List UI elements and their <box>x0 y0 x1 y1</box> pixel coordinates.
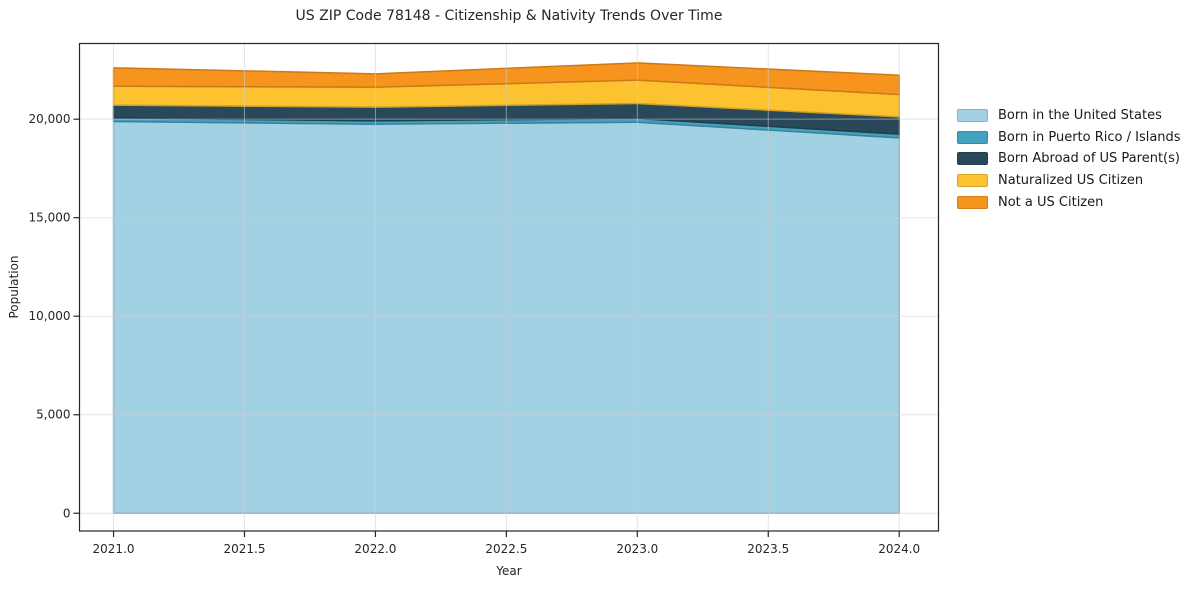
legend-swatch <box>957 152 988 166</box>
x-tick-label: 2021.0 <box>93 542 135 556</box>
legend-label: Born in Puerto Rico / Islands <box>998 129 1181 145</box>
legend-item: Born in Puerto Rico / Islands <box>957 127 1181 149</box>
y-tick-label: 20,000 <box>29 112 71 126</box>
legend: Born in the United States Born in Puerto … <box>957 105 1181 213</box>
legend-swatch <box>957 174 988 188</box>
y-tick-label: 5,000 <box>36 408 70 422</box>
x-tick-label: 2023.5 <box>747 542 789 556</box>
legend-item: Naturalized US Citizen <box>957 170 1181 192</box>
legend-swatch <box>957 130 988 144</box>
legend-item: Not a US Citizen <box>957 191 1181 213</box>
legend-label: Born in the United States <box>998 108 1162 124</box>
y-tick-label: 10,000 <box>29 309 71 323</box>
legend-swatch <box>957 195 988 209</box>
x-tick-label: 2022.0 <box>354 542 396 556</box>
legend-label: Naturalized US Citizen <box>998 173 1144 189</box>
y-axis-label: Population <box>7 255 21 319</box>
x-tick-label: 2022.5 <box>485 542 527 556</box>
legend-item: Born Abroad of US Parent(s) <box>957 148 1181 170</box>
y-tick-label: 15,000 <box>29 211 71 225</box>
legend-swatch <box>957 109 988 123</box>
x-tick-label: 2024.0 <box>878 542 920 556</box>
chart-title: US ZIP Code 78148 - Citizenship & Nativi… <box>295 8 723 24</box>
x-tick-label: 2023.0 <box>616 542 658 556</box>
legend-label: Not a US Citizen <box>998 194 1104 210</box>
plot-frame <box>78 42 940 532</box>
x-axis-label: Year <box>496 564 522 578</box>
y-tick-label: 0 <box>63 506 71 520</box>
legend-item: Born in the United States <box>957 105 1181 127</box>
legend-label: Born Abroad of US Parent(s) <box>998 151 1180 167</box>
x-tick-label: 2021.5 <box>223 542 265 556</box>
